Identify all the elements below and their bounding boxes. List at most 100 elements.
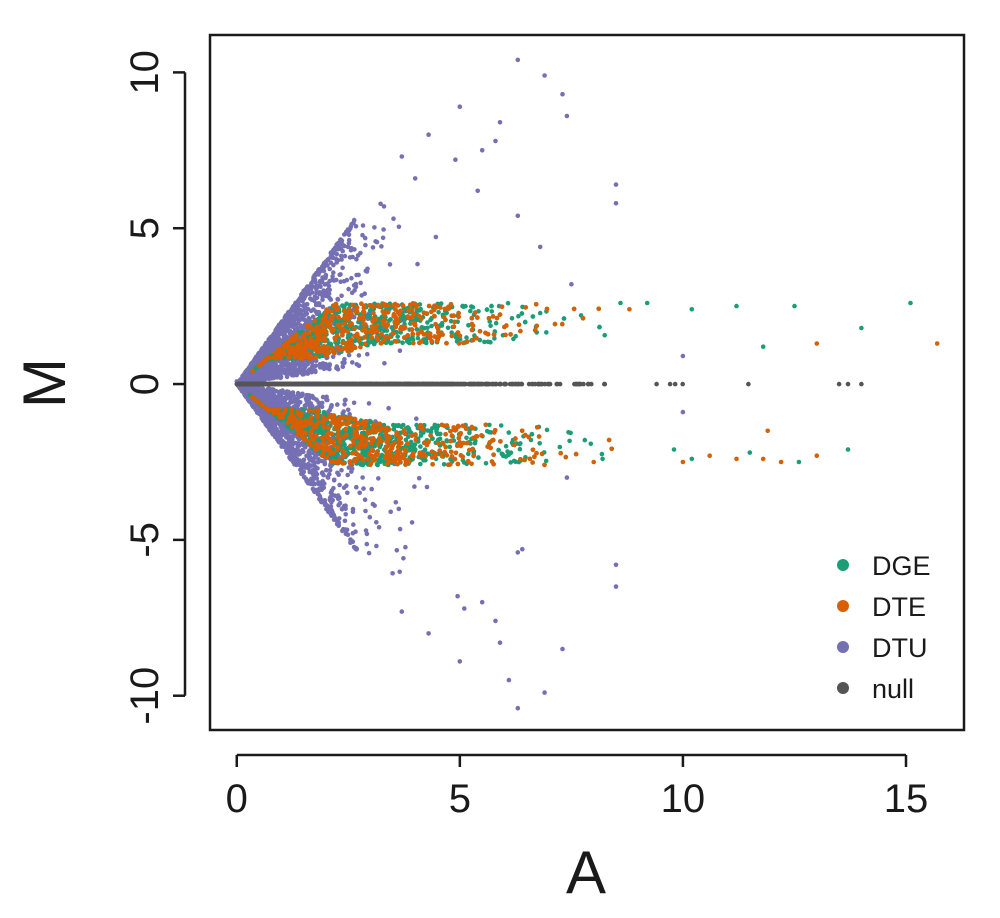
dtu-point xyxy=(240,373,246,379)
dtu-point xyxy=(277,429,282,435)
dge-point xyxy=(418,444,423,449)
dge-point xyxy=(567,438,572,444)
dtu-point xyxy=(325,475,331,480)
dtu-point xyxy=(316,491,321,497)
dtu-point xyxy=(334,260,340,265)
dtu-point xyxy=(350,509,356,515)
dge-point xyxy=(489,309,495,314)
dtu-point xyxy=(239,387,245,393)
dge-point xyxy=(582,437,588,443)
dtu-point xyxy=(243,393,249,398)
dtu-point xyxy=(286,371,292,376)
dge-point xyxy=(464,335,469,340)
dtu-point xyxy=(271,368,276,374)
dge-point xyxy=(321,410,327,415)
dge-point xyxy=(602,332,607,338)
dtu-point xyxy=(335,296,341,302)
dge-point xyxy=(415,335,421,341)
dtu-point xyxy=(342,360,347,366)
dtu-point xyxy=(364,269,370,274)
dtu-point xyxy=(340,265,345,271)
dtu-point xyxy=(341,279,347,284)
dtu-point xyxy=(287,455,293,461)
dtu-point xyxy=(353,284,359,290)
dtu-point xyxy=(279,363,285,368)
dtu-point xyxy=(312,488,317,493)
dtu-point xyxy=(277,398,282,404)
dtu-point xyxy=(362,291,368,297)
dge-point xyxy=(503,443,509,449)
dtu-point xyxy=(334,521,340,527)
dge-point xyxy=(506,430,512,435)
dge-point xyxy=(434,430,440,436)
dge-point xyxy=(588,441,594,447)
dtu-point xyxy=(308,401,314,406)
dtu-point xyxy=(278,374,284,380)
dtu-point xyxy=(346,286,351,292)
dge-point xyxy=(400,422,406,428)
dtu-point xyxy=(273,401,279,407)
dtu-point xyxy=(391,216,396,221)
dge-point xyxy=(537,310,543,316)
dtu-point xyxy=(345,472,351,478)
dge-point xyxy=(513,333,518,339)
dtu-point xyxy=(339,507,345,512)
dtu-point xyxy=(350,530,356,536)
dtu-point xyxy=(291,306,297,312)
dtu-point xyxy=(343,512,349,517)
dtu-point xyxy=(329,500,334,505)
dtu-point xyxy=(347,255,353,260)
dge-point xyxy=(347,429,352,435)
dtu-point xyxy=(318,365,323,370)
dtu-point xyxy=(280,389,285,395)
dtu-point xyxy=(316,301,321,306)
dtu-point xyxy=(302,302,308,308)
dtu-point xyxy=(266,348,271,353)
dge-point xyxy=(441,462,447,467)
dtu-point xyxy=(334,364,340,369)
dtu-point xyxy=(339,293,344,299)
dtu-point xyxy=(401,556,406,561)
dtu-point xyxy=(343,397,348,403)
dge-point xyxy=(484,428,490,434)
dge-point xyxy=(517,446,523,452)
dtu-point xyxy=(345,490,350,496)
dtu-point xyxy=(302,475,307,480)
dtu-point xyxy=(350,360,355,365)
dge-point xyxy=(557,444,563,450)
dtu-point xyxy=(316,400,322,405)
dtu-point xyxy=(367,514,373,520)
dtu-point xyxy=(305,481,311,486)
dtu-point xyxy=(318,499,324,505)
dtu-point xyxy=(281,332,287,337)
dtu-point xyxy=(337,242,342,247)
dtu-point xyxy=(360,223,366,228)
dtu-point xyxy=(393,500,399,505)
dtu-point xyxy=(320,478,326,484)
dtu-point xyxy=(287,331,293,337)
dtu-point xyxy=(396,224,402,230)
dtu-point xyxy=(433,234,439,240)
dtu-point xyxy=(351,400,357,406)
dge-point xyxy=(467,430,472,436)
dge-point xyxy=(418,461,423,467)
dtu-point xyxy=(311,395,317,401)
dtu-point xyxy=(362,235,368,241)
dtu-point xyxy=(386,405,391,411)
dge-point xyxy=(395,334,401,339)
dge-point xyxy=(508,450,514,456)
dtu-point xyxy=(266,363,272,369)
dtu-point xyxy=(264,368,269,374)
dtu-point xyxy=(281,430,287,436)
dtu-point xyxy=(346,465,352,470)
dtu-point xyxy=(273,337,278,343)
dtu-point xyxy=(314,295,320,301)
dtu-point xyxy=(331,262,336,268)
dtu-point xyxy=(303,396,309,401)
dtu-point xyxy=(388,509,394,515)
dtu-point xyxy=(327,266,333,272)
dtu-point xyxy=(382,361,387,366)
dtu-point xyxy=(327,467,333,473)
dtu-point xyxy=(257,353,263,358)
dtu-point xyxy=(345,407,351,413)
